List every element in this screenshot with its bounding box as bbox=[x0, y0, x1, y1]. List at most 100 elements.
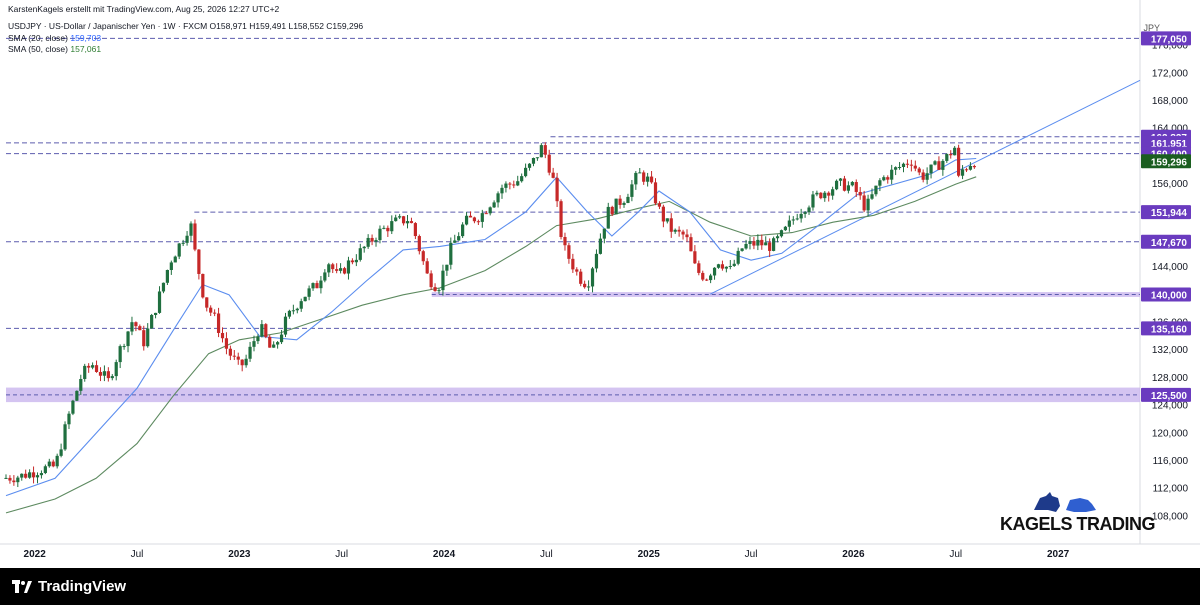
candle-body bbox=[905, 163, 910, 165]
candle-body bbox=[346, 260, 351, 274]
candle-body bbox=[622, 202, 626, 205]
candle-body bbox=[665, 218, 669, 222]
candle-body bbox=[716, 264, 721, 268]
candle-body bbox=[138, 326, 142, 331]
candle-body bbox=[201, 273, 205, 298]
candle-body bbox=[701, 272, 705, 280]
candle-body bbox=[756, 239, 760, 246]
y-tick-label: 108,000 bbox=[1152, 511, 1189, 522]
candle-body bbox=[150, 314, 154, 329]
candle-body bbox=[555, 177, 559, 202]
candle-body bbox=[579, 271, 583, 284]
price-chart[interactable]: 108,000 112,000 116,000 120,000 124,000 128,0… bbox=[0, 0, 1200, 568]
candle-body bbox=[693, 251, 697, 264]
candle-body bbox=[130, 322, 134, 332]
candle-body bbox=[799, 213, 803, 219]
candle-body bbox=[677, 229, 681, 232]
candle-body bbox=[323, 272, 327, 281]
candle-body bbox=[736, 250, 740, 264]
candle-body bbox=[543, 145, 547, 155]
candle-body bbox=[775, 236, 780, 239]
candle-body bbox=[185, 235, 189, 243]
level-price-label-bg bbox=[1141, 205, 1191, 220]
candle-body bbox=[287, 310, 292, 317]
candle-body bbox=[209, 307, 213, 313]
level-price-label: 151,944 bbox=[1151, 208, 1188, 219]
sma50-legend[interactable]: SMA (50, close) 157,061 bbox=[8, 44, 101, 54]
candle-body bbox=[960, 169, 965, 176]
candle-body bbox=[83, 365, 87, 379]
candle-body bbox=[520, 176, 524, 182]
candle-body bbox=[673, 229, 677, 232]
candle-body bbox=[567, 245, 571, 259]
candle-body bbox=[366, 237, 370, 247]
candle-body bbox=[512, 184, 516, 186]
candle-body bbox=[964, 169, 969, 171]
tradingview-footer[interactable]: TradingView bbox=[12, 578, 126, 595]
candle-body bbox=[421, 251, 425, 262]
level-price-label: 177,050 bbox=[1151, 34, 1188, 45]
candle-body bbox=[480, 213, 484, 222]
candle-body bbox=[527, 163, 532, 168]
candle-body bbox=[583, 283, 587, 288]
x-tick-label: Jul bbox=[131, 549, 144, 560]
candle-body bbox=[382, 227, 386, 229]
candle-body bbox=[626, 196, 630, 203]
candle-body bbox=[909, 164, 913, 166]
candle-body bbox=[783, 226, 788, 231]
candle-body bbox=[862, 195, 866, 211]
candle-body bbox=[425, 261, 429, 274]
candle-body bbox=[189, 223, 193, 236]
x-tick-label: 2025 bbox=[638, 549, 661, 560]
candle-body bbox=[657, 203, 662, 207]
candle-body bbox=[429, 273, 433, 288]
candle-body bbox=[252, 341, 256, 347]
candle-body bbox=[256, 336, 260, 342]
candle-body bbox=[949, 154, 953, 156]
y-tick-label: 124,000 bbox=[1152, 401, 1189, 412]
candle-body bbox=[71, 400, 75, 414]
candle-body bbox=[386, 227, 390, 232]
candle-body bbox=[413, 223, 417, 237]
candle-body bbox=[16, 477, 20, 483]
candle-body bbox=[807, 207, 811, 213]
candle-body bbox=[598, 238, 602, 254]
y-tick-label: 176,000 bbox=[1152, 41, 1189, 52]
candle-body bbox=[720, 264, 725, 269]
x-tick-label: 2027 bbox=[1047, 549, 1070, 560]
candle-body bbox=[559, 201, 563, 237]
candle-body bbox=[110, 376, 114, 379]
candle-body bbox=[260, 324, 264, 337]
chart-title: KarstenKagels erstellt mit TradingView.c… bbox=[8, 4, 280, 14]
zone-price-label: 140,000 bbox=[1151, 290, 1188, 301]
sma20-legend[interactable]: SMA (20, close) 159,703 bbox=[8, 33, 101, 43]
candle-body bbox=[177, 243, 181, 257]
candle-body bbox=[779, 230, 784, 237]
candle-body bbox=[153, 312, 158, 315]
candle-body bbox=[705, 279, 709, 281]
candle-body bbox=[831, 189, 835, 196]
candle-body bbox=[315, 283, 319, 289]
candle-body bbox=[224, 338, 229, 349]
candle-body bbox=[724, 266, 728, 269]
candle-body bbox=[169, 262, 173, 271]
candle-body bbox=[618, 198, 622, 205]
candle-body bbox=[437, 290, 441, 292]
candle-body bbox=[787, 220, 791, 227]
candle-body bbox=[98, 371, 103, 376]
candle-body bbox=[279, 334, 284, 343]
candle-body bbox=[87, 365, 91, 368]
kagels-trading-logo: KAGELS TRADING bbox=[1000, 488, 1156, 538]
sma50-line bbox=[5, 176, 977, 514]
y-tick-label: 168,000 bbox=[1152, 96, 1189, 107]
candle-body bbox=[811, 194, 815, 208]
y-tick-label: 172,000 bbox=[1152, 68, 1189, 79]
candle-body bbox=[461, 224, 465, 237]
x-tick-label: Jul bbox=[540, 549, 553, 560]
candle-body bbox=[834, 180, 839, 190]
candle-body bbox=[563, 236, 567, 246]
candle-body bbox=[913, 165, 917, 169]
candle-body bbox=[354, 259, 358, 263]
candle-body bbox=[311, 283, 315, 289]
candle-body bbox=[94, 365, 99, 372]
